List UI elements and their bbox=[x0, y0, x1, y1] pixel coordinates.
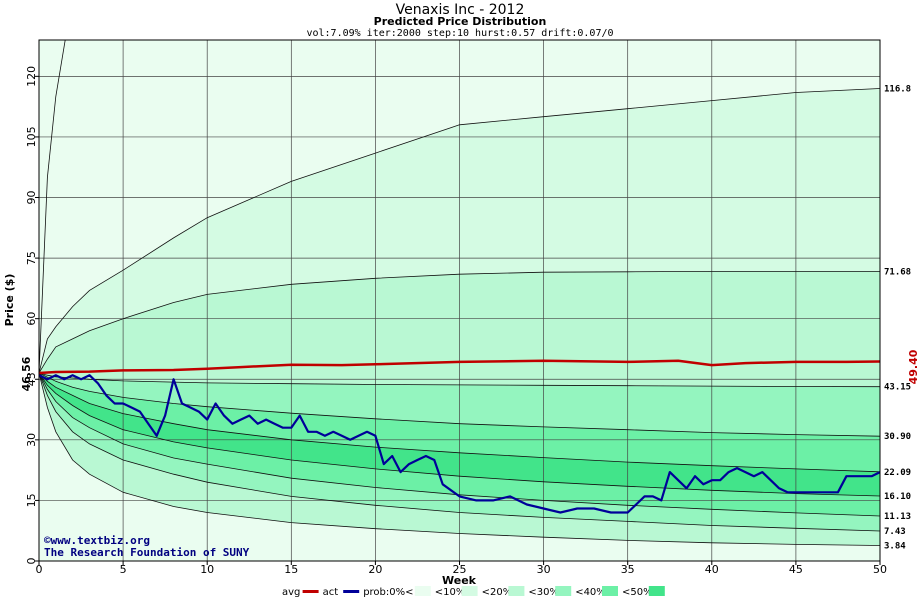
legend-swatch bbox=[414, 586, 431, 596]
x-tick-label: 40 bbox=[705, 563, 719, 576]
band-region bbox=[39, 373, 880, 546]
right-label: 22.09 bbox=[884, 468, 911, 478]
act-series-line bbox=[39, 374, 880, 514]
x-tick-label: 45 bbox=[789, 563, 803, 576]
band-line-p99_top bbox=[39, 40, 66, 374]
x-tick-label: 35 bbox=[621, 563, 635, 576]
band-line-p98 bbox=[39, 88, 880, 374]
chart-title: Venaxis Inc - 2012 bbox=[396, 2, 525, 18]
legend: avg act prob:0%< <10% <20% <30% <40% <50% bbox=[282, 586, 665, 598]
y-tick-label: 0 bbox=[25, 558, 38, 565]
chart-subtitle: Predicted Price Distribution bbox=[374, 15, 547, 28]
x-tick-label: 50 bbox=[873, 563, 887, 576]
legend-swatch bbox=[555, 586, 572, 596]
x-tick-label: 20 bbox=[368, 563, 382, 576]
legend-item-label: <10% bbox=[435, 587, 466, 598]
legend-item-label: act bbox=[323, 587, 339, 598]
legend-swatch bbox=[302, 590, 319, 593]
y-tick-label: 15 bbox=[25, 493, 38, 507]
series bbox=[39, 359, 880, 514]
band-line-p90 bbox=[39, 271, 880, 374]
y-tick-label: 120 bbox=[25, 66, 38, 87]
copyright-line-1: ©www.textbiz.org bbox=[44, 534, 150, 547]
right-label: 43.15 bbox=[884, 383, 911, 393]
right-label: 116.8 bbox=[884, 84, 911, 94]
x-tick-label: 5 bbox=[120, 563, 127, 576]
legend-swatch bbox=[648, 586, 665, 596]
x-tick-label: 25 bbox=[453, 563, 467, 576]
legend-item-label: <30% bbox=[528, 587, 559, 598]
x-tick-label: 15 bbox=[284, 563, 298, 576]
band-region bbox=[39, 373, 880, 496]
band-region bbox=[39, 40, 880, 373]
end-avg-label: 49.40 bbox=[907, 349, 920, 384]
y-tick-label: 75 bbox=[25, 251, 38, 265]
right-label: 3.84 bbox=[884, 541, 906, 551]
x-tick-label: 10 bbox=[200, 563, 214, 576]
chart-params: vol:7.09% iter:2000 step:10 hurst:0.57 d… bbox=[306, 28, 613, 39]
avg-series-line bbox=[39, 359, 880, 375]
legend-swatch bbox=[343, 590, 360, 593]
right-percentile-labels: 116.8 71.68 43.15 30.90 22.09 16.10 11.13 7.43 3… bbox=[884, 84, 911, 551]
right-label: 30.90 bbox=[884, 432, 911, 442]
band-line-p10 bbox=[39, 372, 880, 546]
legend-item-label: <20% bbox=[482, 587, 513, 598]
band-boundaries bbox=[39, 40, 880, 546]
right-label: 16.10 bbox=[884, 492, 911, 502]
y-tick-label: 60 bbox=[25, 312, 38, 326]
copyright-line-2: The Research Foundation of SUNY bbox=[44, 546, 250, 559]
band-line-p30 bbox=[39, 372, 880, 532]
y-tick-label: 30 bbox=[25, 433, 38, 447]
x-tick-label: 30 bbox=[537, 563, 551, 576]
legend-item-label: <50% bbox=[622, 587, 653, 598]
legend-swatch bbox=[461, 586, 478, 596]
y-axis-label: Price ($) bbox=[3, 274, 16, 327]
band-line-upper bbox=[39, 372, 880, 388]
y-tick-label: 90 bbox=[25, 191, 38, 205]
x-tick-label: 0 bbox=[36, 563, 43, 576]
legend-item-label: <40% bbox=[575, 587, 606, 598]
band-region bbox=[39, 373, 880, 472]
x-axis-label: Week bbox=[442, 574, 477, 587]
y-tick-label: 105 bbox=[25, 126, 38, 147]
band-line-p60 bbox=[39, 372, 880, 473]
legend-item-label: prob:0%< bbox=[363, 587, 413, 598]
band-line-p50 bbox=[39, 372, 880, 497]
legend-item-label: avg bbox=[282, 587, 300, 598]
y-axis: 0 15 30 45 60 75 90 105 120 bbox=[25, 66, 39, 565]
band-line-p40 bbox=[39, 372, 880, 517]
right-label: 11.13 bbox=[884, 512, 911, 522]
x-axis: 0 5 10 15 20 25 30 35 40 45 50 bbox=[36, 561, 887, 576]
legend-swatch bbox=[508, 586, 525, 596]
start-price-label: 46.56 bbox=[20, 356, 33, 391]
right-label: 71.68 bbox=[884, 267, 911, 277]
right-label: 7.43 bbox=[884, 527, 906, 537]
band-line-p70 bbox=[39, 372, 880, 437]
y-tick-label: 45 bbox=[25, 372, 38, 386]
legend-swatch bbox=[602, 586, 618, 596]
